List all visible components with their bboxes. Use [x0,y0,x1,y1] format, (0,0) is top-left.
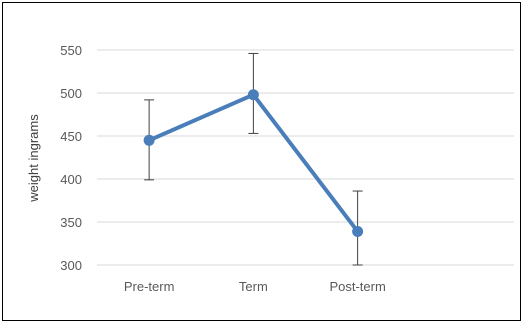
data-point [247,89,259,101]
y-tick-label: 550 [60,43,82,58]
y-tick-label: 300 [60,258,82,273]
error-bars [144,52,363,266]
y-axis-label: weight ingrams [26,114,41,203]
x-tick-label: Post-term [329,279,385,294]
gridlines [97,49,514,266]
data-point [352,225,364,237]
x-tick-label: Term [239,279,268,294]
chart-frame [2,2,521,321]
y-tick-labels: 300 350 400 450 500 550 [60,43,82,273]
y-tick-label: 450 [60,129,82,144]
x-tick-label: Pre-term [124,279,175,294]
data-points [143,89,364,237]
data-point [143,134,155,146]
x-tick-labels: Pre-term Term Post-term [124,279,386,294]
y-tick-label: 400 [60,172,82,187]
y-tick-label: 350 [60,215,82,230]
y-tick-label: 500 [60,86,82,101]
